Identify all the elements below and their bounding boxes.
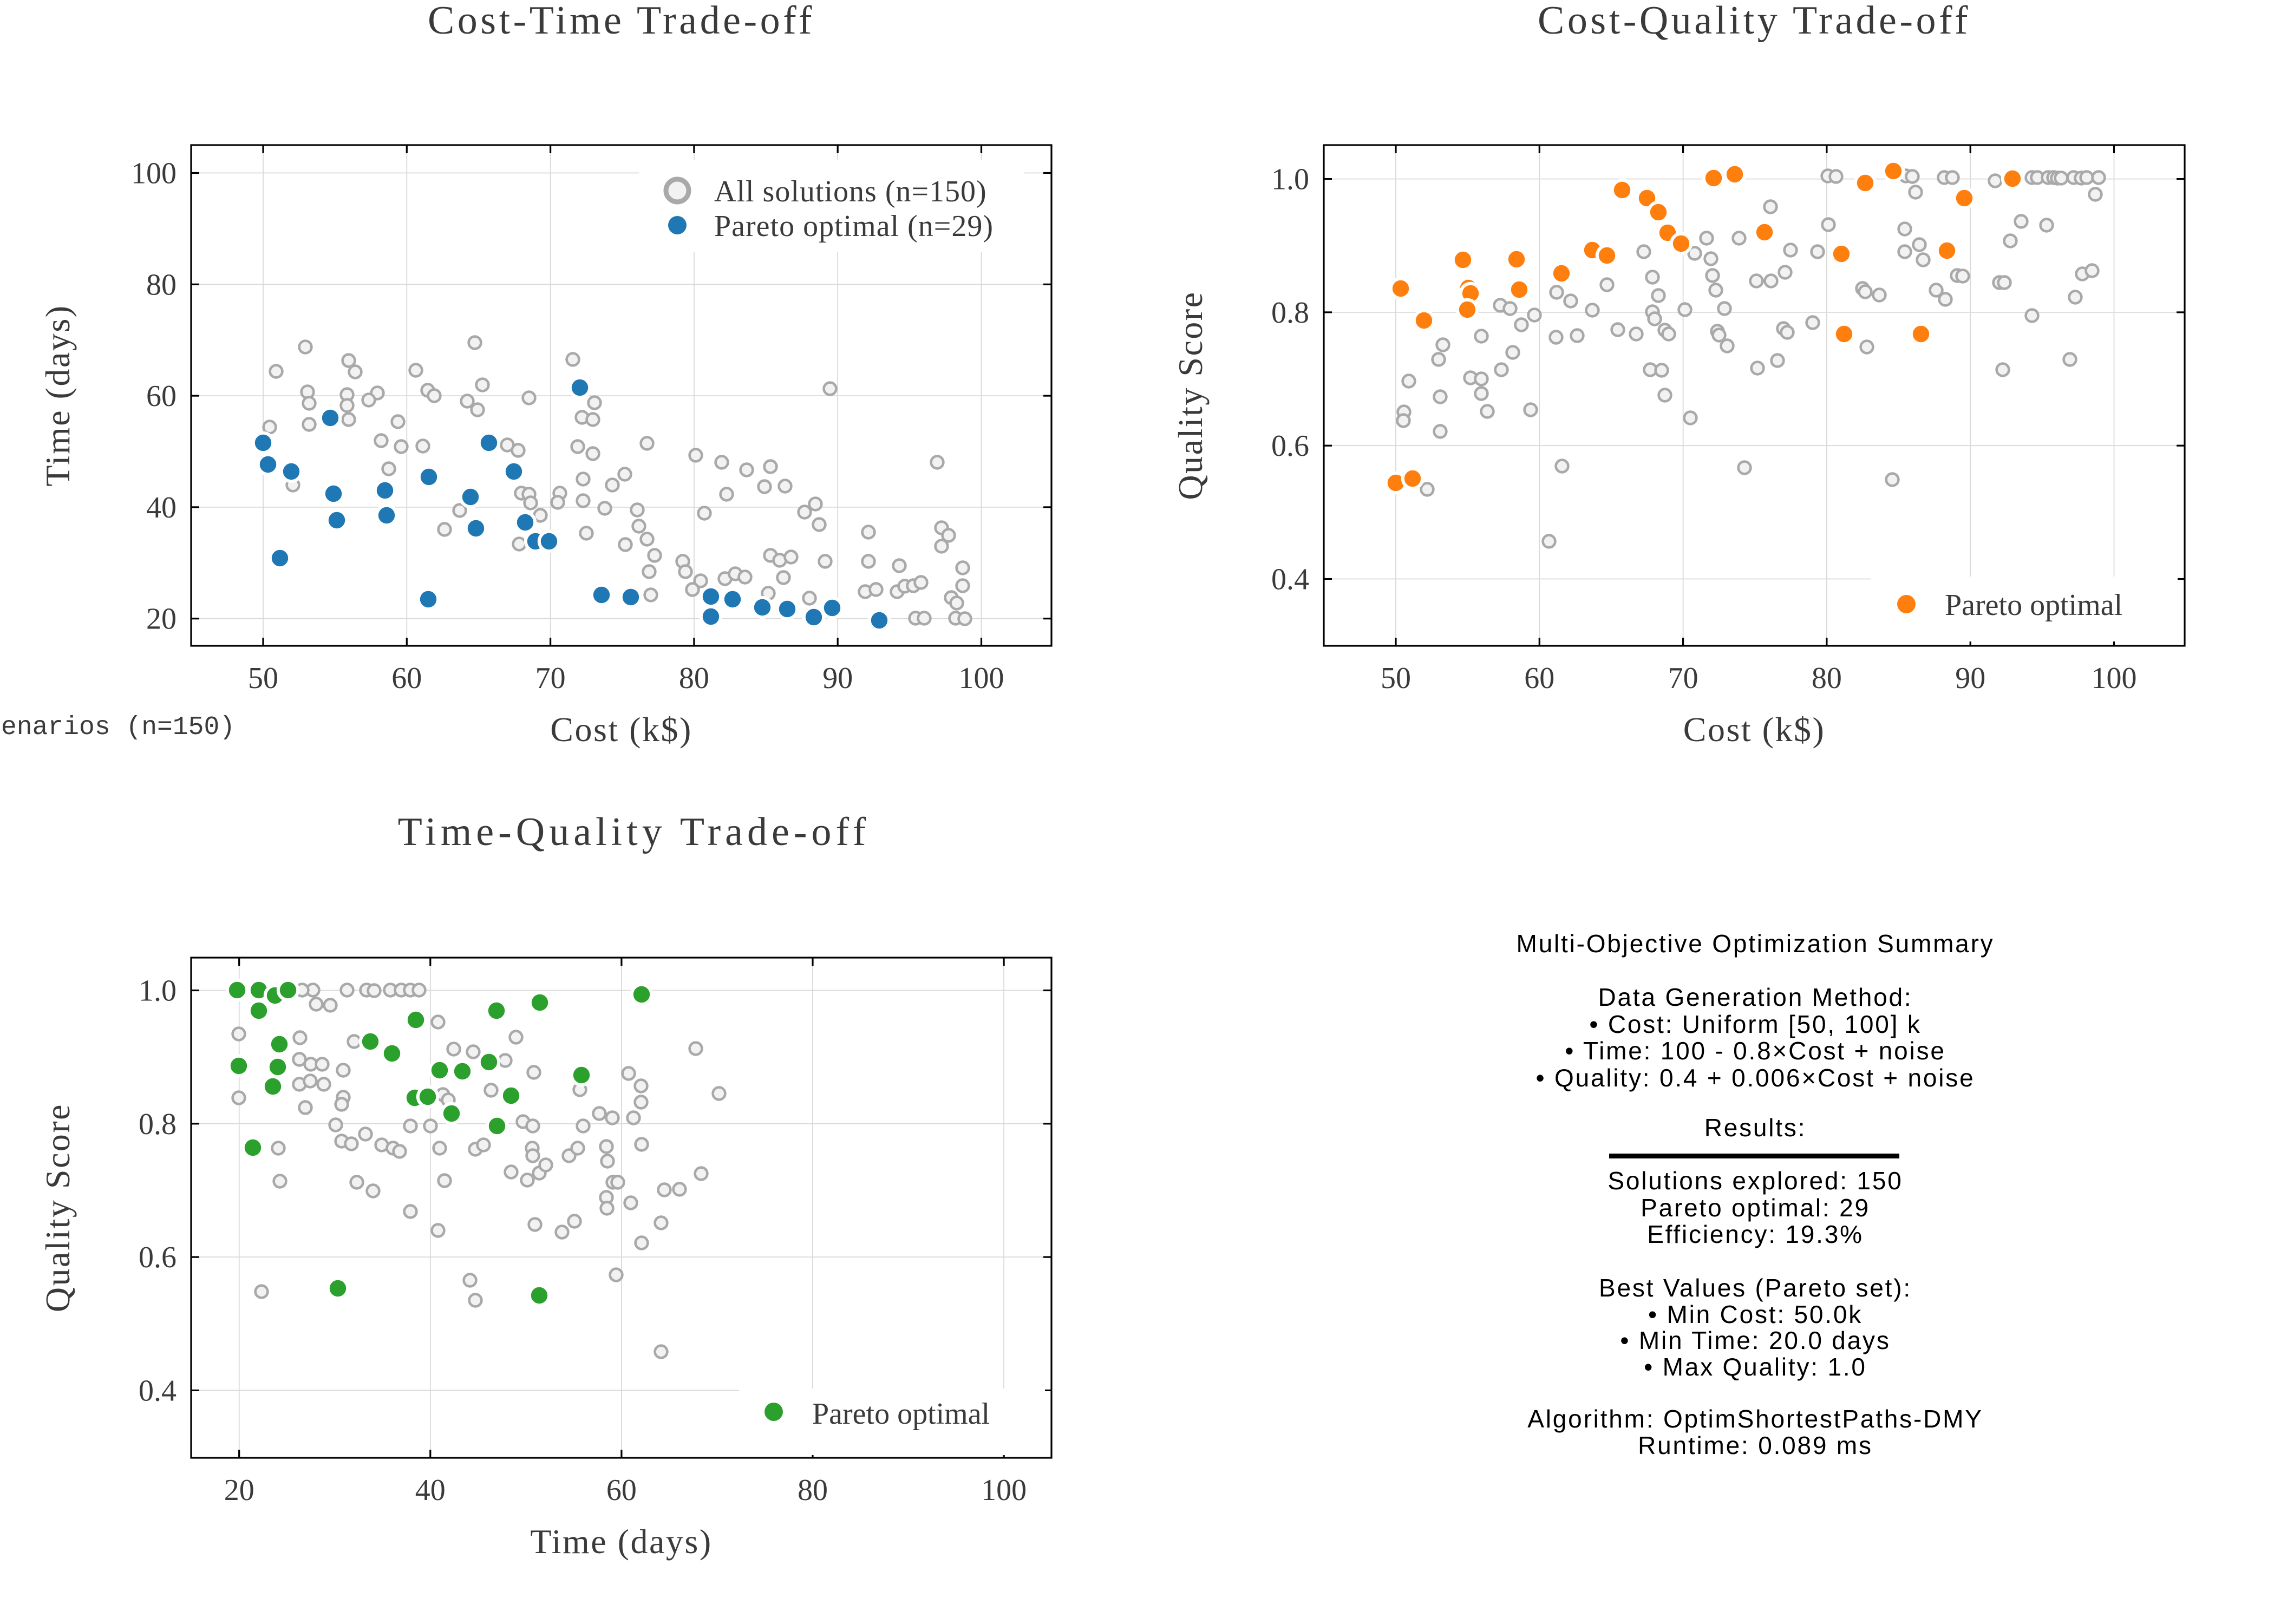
svg-text:Time (days): Time (days) bbox=[530, 1522, 712, 1561]
svg-text:Cost-Quality Trade-off: Cost-Quality Trade-off bbox=[1538, 0, 1971, 43]
svg-text:60: 60 bbox=[391, 662, 422, 695]
svg-text:Quality Score: Quality Score bbox=[1171, 291, 1210, 500]
svg-text:Pareto optimal: Pareto optimal bbox=[1945, 588, 2122, 622]
svg-text:Time (days): Time (days) bbox=[38, 304, 77, 486]
svg-text:Results:: Results: bbox=[1704, 1114, 1807, 1142]
svg-text:1.0: 1.0 bbox=[139, 974, 177, 1008]
svg-text:Data Generation Method:: Data Generation Method: bbox=[1598, 983, 1913, 1011]
svg-text:70: 70 bbox=[535, 662, 566, 695]
svg-text:Cost-Time Trade-off: Cost-Time Trade-off bbox=[428, 0, 815, 43]
svg-text:50: 50 bbox=[248, 662, 278, 695]
svg-text:Time-Quality Trade-off: Time-Quality Trade-off bbox=[398, 810, 871, 854]
svg-text:100: 100 bbox=[959, 662, 1004, 695]
svg-text:0.6: 0.6 bbox=[1271, 429, 1309, 463]
svg-text:100: 100 bbox=[981, 1474, 1027, 1507]
svg-text:All solutions (n=150): All solutions (n=150) bbox=[714, 175, 987, 208]
svg-text:• Time: 100 - 0.8×Cost + noise: • Time: 100 - 0.8×Cost + noise bbox=[1565, 1037, 1946, 1065]
svg-text:60: 60 bbox=[146, 379, 177, 413]
svg-text:• Quality: 0.4 + 0.006×Cost +: • Quality: 0.4 + 0.006×Cost + noise bbox=[1536, 1064, 1975, 1092]
svg-text:80: 80 bbox=[798, 1474, 828, 1507]
svg-text:80: 80 bbox=[146, 268, 177, 302]
svg-text:90: 90 bbox=[822, 662, 853, 695]
svg-text:40: 40 bbox=[146, 491, 177, 525]
svg-text:80: 80 bbox=[679, 662, 709, 695]
svg-text:Runtime: 0.089 ms: Runtime: 0.089 ms bbox=[1638, 1431, 1873, 1459]
svg-text:Pareto optimal: 29: Pareto optimal: 29 bbox=[1641, 1194, 1870, 1222]
svg-text:60: 60 bbox=[1524, 662, 1554, 695]
svg-text:100: 100 bbox=[131, 157, 177, 191]
svg-text:• Max Quality: 1.0: • Max Quality: 1.0 bbox=[1644, 1353, 1867, 1381]
svg-text:0.8: 0.8 bbox=[1271, 296, 1309, 330]
svg-text:Quality Score: Quality Score bbox=[38, 1103, 77, 1312]
svg-text:40: 40 bbox=[415, 1474, 446, 1507]
svg-text:90: 90 bbox=[1955, 662, 1985, 695]
svg-text:60: 60 bbox=[606, 1474, 637, 1507]
svg-text:Algorithm: OptimShortestPaths-: Algorithm: OptimShortestPaths-DMY bbox=[1527, 1405, 1983, 1433]
svg-text:enarios (n=150): enarios (n=150) bbox=[1, 713, 235, 742]
svg-text:80: 80 bbox=[1812, 662, 1842, 695]
svg-text:Multi-Objective Optimization S: Multi-Objective Optimization Summary bbox=[1516, 929, 1994, 958]
svg-text:0.8: 0.8 bbox=[139, 1108, 177, 1141]
svg-text:50: 50 bbox=[1381, 662, 1411, 695]
svg-text:1.0: 1.0 bbox=[1271, 163, 1309, 197]
svg-text:20: 20 bbox=[146, 603, 177, 636]
svg-text:0.4: 0.4 bbox=[1271, 563, 1309, 597]
svg-text:Best Values (Pareto set):: Best Values (Pareto set): bbox=[1599, 1274, 1912, 1302]
svg-text:20: 20 bbox=[224, 1474, 254, 1507]
svg-text:0.4: 0.4 bbox=[139, 1374, 177, 1407]
svg-text:Cost (k$): Cost (k$) bbox=[1683, 710, 1826, 749]
svg-text:Pareto optimal (n=29): Pareto optimal (n=29) bbox=[714, 209, 994, 243]
svg-text:Efficiency: 19.3%: Efficiency: 19.3% bbox=[1647, 1220, 1864, 1248]
svg-text:Solutions explored: 150: Solutions explored: 150 bbox=[1608, 1167, 1903, 1195]
svg-text:70: 70 bbox=[1668, 662, 1698, 695]
svg-text:• Min Cost: 50.0k: • Min Cost: 50.0k bbox=[1648, 1300, 1863, 1328]
svg-text:100: 100 bbox=[2092, 662, 2137, 695]
svg-text:Cost (k$): Cost (k$) bbox=[550, 710, 692, 749]
svg-text:0.6: 0.6 bbox=[139, 1241, 177, 1274]
svg-text:• Cost: Uniform [50, 100] k: • Cost: Uniform [50, 100] k bbox=[1589, 1010, 1921, 1038]
svg-text:Pareto optimal: Pareto optimal bbox=[812, 1397, 990, 1431]
svg-text:• Min Time: 20.0 days: • Min Time: 20.0 days bbox=[1620, 1326, 1890, 1354]
